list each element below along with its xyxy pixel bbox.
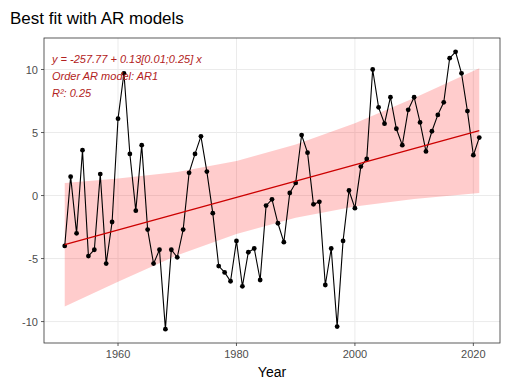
point [139, 143, 144, 148]
confidence-band [65, 68, 480, 306]
panel-border [44, 38, 500, 343]
point [157, 247, 162, 252]
point [276, 221, 281, 226]
tick-label: -5 [28, 253, 38, 265]
point [187, 170, 192, 175]
plot-area [62, 49, 481, 331]
tick-label: 10 [26, 64, 38, 76]
point [270, 197, 275, 202]
point [204, 169, 209, 174]
point [347, 188, 352, 193]
tick [118, 343, 119, 346]
point [86, 254, 91, 259]
point [341, 239, 346, 244]
tick [473, 343, 474, 346]
tick [354, 343, 355, 346]
point [429, 129, 434, 134]
point [222, 270, 227, 275]
point [264, 203, 269, 208]
annotation: y = -257.77 + 0.13[0.01;0.25] x [51, 53, 202, 65]
point [412, 95, 417, 100]
point [435, 112, 440, 117]
point [151, 261, 156, 266]
point [199, 134, 204, 139]
point [127, 152, 132, 157]
point [305, 150, 310, 155]
point [98, 172, 103, 177]
point [80, 148, 85, 153]
point [382, 121, 387, 126]
axis-label: Year [258, 364, 287, 380]
point [68, 174, 73, 179]
point [234, 239, 239, 244]
annotation: R²: 0.25 [52, 87, 92, 99]
point [424, 149, 429, 154]
point [116, 116, 121, 121]
tick [41, 321, 44, 322]
point [471, 153, 476, 158]
point [317, 199, 322, 204]
series-line [65, 52, 480, 329]
tick-label: -10 [22, 316, 38, 328]
point [311, 202, 316, 207]
point [370, 67, 375, 72]
point [477, 135, 482, 140]
point [193, 152, 198, 157]
point [441, 100, 446, 105]
tick-label: 1980 [224, 348, 248, 360]
point [287, 191, 292, 196]
point [388, 95, 393, 100]
tick-label: 1960 [106, 348, 130, 360]
point [210, 211, 215, 216]
point [181, 227, 186, 232]
point [258, 278, 263, 283]
point [133, 208, 138, 213]
tick-label: 2020 [461, 348, 485, 360]
tick [41, 258, 44, 259]
point [323, 283, 328, 288]
point [418, 120, 423, 125]
tick [41, 132, 44, 133]
point [163, 327, 168, 332]
grid-line [44, 321, 500, 322]
point [465, 109, 470, 114]
title: Best fit with AR models [10, 9, 184, 28]
point [358, 164, 363, 169]
point [175, 255, 180, 260]
point [216, 264, 221, 269]
point [169, 247, 174, 252]
point [299, 133, 304, 138]
point [453, 49, 458, 54]
point [329, 246, 334, 251]
tick [41, 69, 44, 70]
point [228, 279, 233, 284]
annotation: Order AR model: AR1 [52, 70, 158, 82]
tick-label: 2000 [343, 348, 367, 360]
point [110, 220, 115, 225]
point [252, 246, 257, 251]
tick-label: 5 [32, 127, 38, 139]
trend-line [65, 131, 480, 245]
point [459, 71, 464, 76]
point [92, 247, 97, 252]
point [281, 240, 286, 245]
tick [236, 343, 237, 346]
chart: -10 -5 0 5 10 1960 1980 2000 2020 Best fit with A… [0, 0, 506, 385]
point [104, 261, 109, 266]
point [74, 231, 79, 236]
point [376, 105, 381, 110]
tick-label: 0 [32, 190, 38, 202]
point [394, 126, 399, 131]
point [447, 56, 452, 61]
point [400, 143, 405, 148]
panel-bg [44, 38, 500, 343]
point [145, 227, 150, 232]
point [335, 324, 340, 329]
point [406, 107, 411, 112]
tick [41, 195, 44, 196]
point [246, 250, 251, 255]
point [240, 284, 245, 289]
point [353, 206, 358, 211]
